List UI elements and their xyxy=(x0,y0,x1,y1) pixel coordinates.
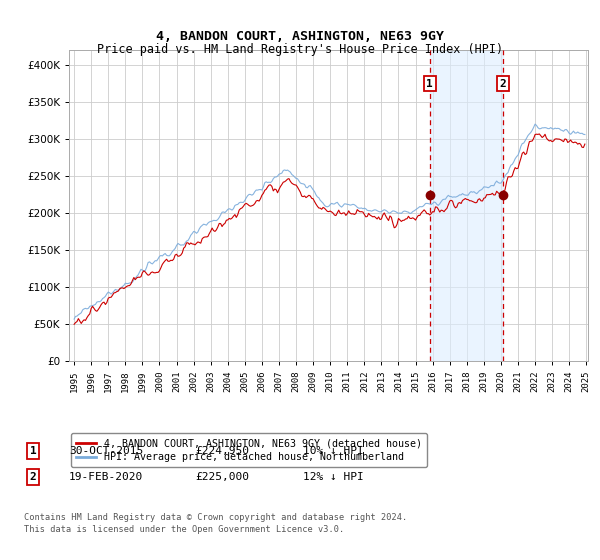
Bar xyxy=(430,50,503,361)
Text: Price paid vs. HM Land Registry's House Price Index (HPI): Price paid vs. HM Land Registry's House … xyxy=(97,43,503,56)
Text: 4, BANDON COURT, ASHINGTON, NE63 9GY: 4, BANDON COURT, ASHINGTON, NE63 9GY xyxy=(156,30,444,43)
Text: 10% ↓ HPI: 10% ↓ HPI xyxy=(303,446,364,456)
Text: 19-FEB-2020: 19-FEB-2020 xyxy=(69,472,143,482)
Text: Contains HM Land Registry data © Crown copyright and database right 2024.
This d: Contains HM Land Registry data © Crown c… xyxy=(24,513,407,534)
Text: 2: 2 xyxy=(500,79,506,88)
Text: 12% ↓ HPI: 12% ↓ HPI xyxy=(303,472,364,482)
Text: £225,000: £225,000 xyxy=(195,472,249,482)
Text: 30-OCT-2015: 30-OCT-2015 xyxy=(69,446,143,456)
Text: 2: 2 xyxy=(29,472,37,482)
Text: 1: 1 xyxy=(427,79,433,88)
Text: £224,950: £224,950 xyxy=(195,446,249,456)
Text: 1: 1 xyxy=(29,446,37,456)
Legend: 4, BANDON COURT, ASHINGTON, NE63 9GY (detached house), HPI: Average price, detac: 4, BANDON COURT, ASHINGTON, NE63 9GY (de… xyxy=(71,433,427,467)
